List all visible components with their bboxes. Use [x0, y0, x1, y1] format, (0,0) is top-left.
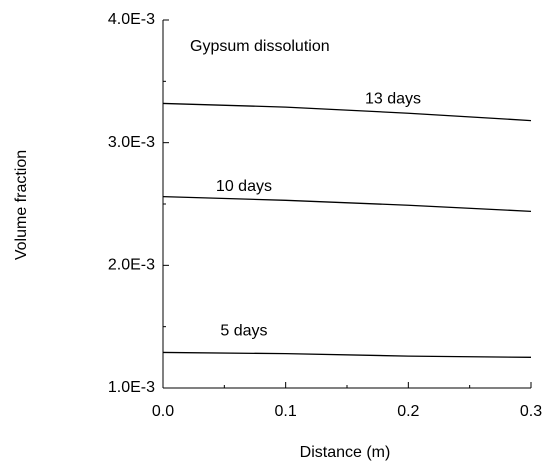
series-line: [162, 351, 532, 358]
annotation: Gypsum dissolution: [190, 38, 330, 55]
y-tick-label: 2.0E-3: [108, 257, 155, 274]
y-tick-label: 3.0E-3: [108, 134, 155, 151]
y-tick-label: 4.0E-3: [108, 11, 155, 28]
x-tick-label: 0.1: [275, 403, 297, 420]
x-axis-label: Distance (m): [300, 444, 391, 461]
x-tick-label: 0.2: [397, 403, 419, 420]
x-tick-label: 0.0: [152, 403, 174, 420]
series-label: 10 days: [216, 178, 272, 195]
y-axis-label: Volume fraction: [13, 150, 30, 260]
series-line: [162, 195, 532, 213]
series-label: 13 days: [365, 90, 421, 107]
x-tick-label: 0.3: [520, 403, 542, 420]
y-tick-label: 1.0E-3: [108, 379, 155, 396]
series-label: 5 days: [220, 323, 267, 340]
series-line: [162, 102, 532, 122]
